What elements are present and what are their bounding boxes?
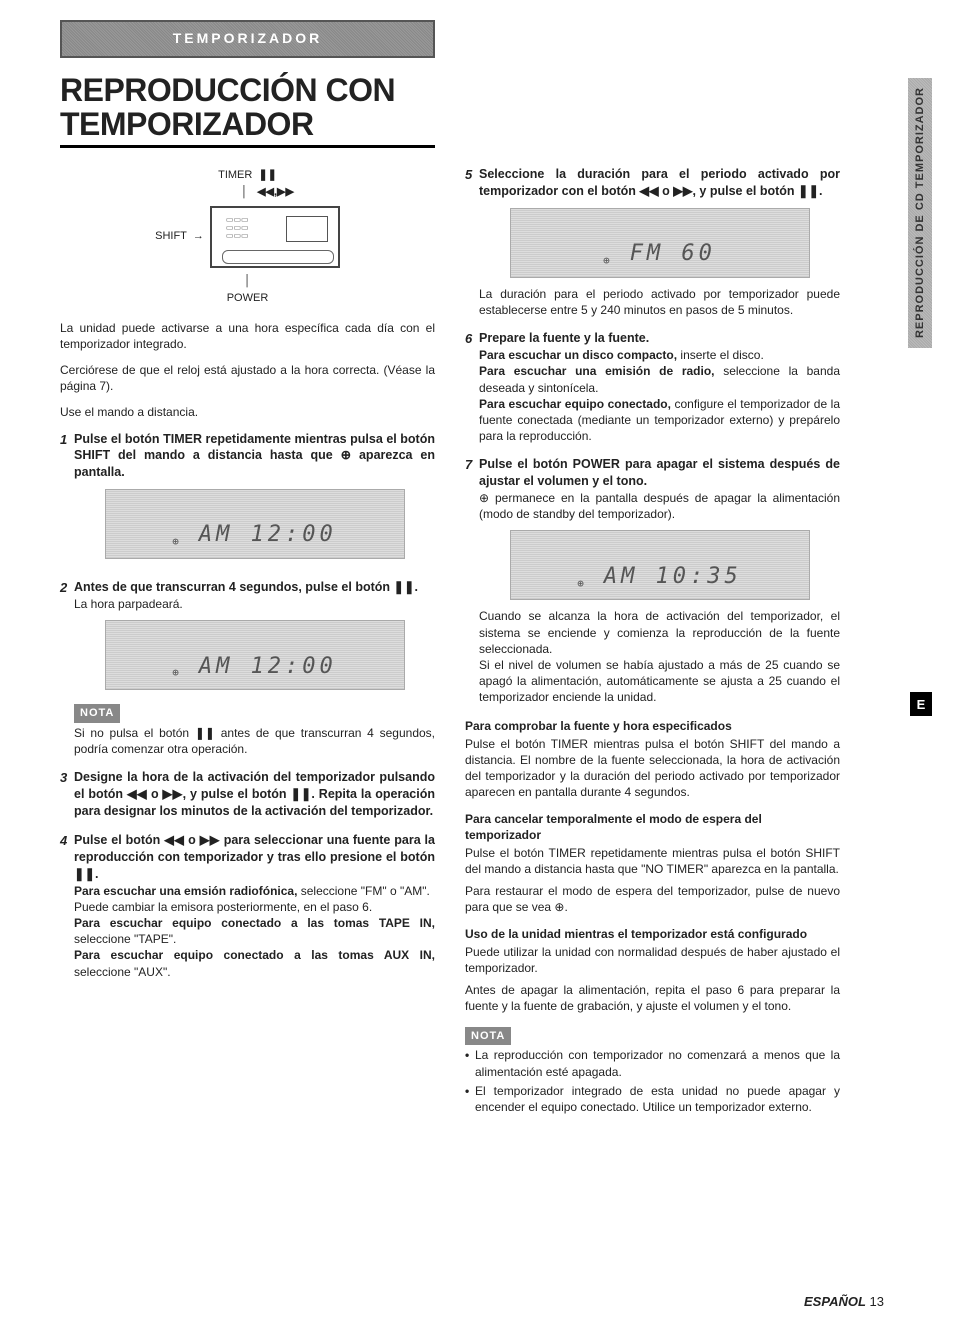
lcd-display: ⊕ AM 12:00	[105, 489, 405, 559]
display-value: FM 60	[630, 239, 716, 269]
clock-icon: ⊕	[172, 666, 179, 681]
step-num: 5	[465, 166, 479, 318]
nota-list: La reproducción con temporizador no come…	[465, 1047, 840, 1115]
subsection-text: Pulse el botón TIMER mientras pulsa el b…	[465, 736, 840, 801]
intro-p2: Cerciórese de que el reloj está ajustado…	[60, 362, 435, 394]
step-heading: Seleccione la duración para el periodo a…	[479, 166, 840, 200]
step-text: ⊕ permanece en la pantalla después de ap…	[479, 490, 840, 522]
step-line: Para escuchar un disco compacto, inserte…	[479, 347, 840, 363]
step-num: 7	[465, 456, 479, 705]
footer-page-number: 13	[870, 1294, 884, 1309]
step-line: Para escuchar una emisión de radio, sele…	[479, 363, 840, 395]
step-1: 1 Pulse el botón TIMER repetidamente mie…	[60, 431, 435, 568]
step-text: Si el nivel de volumen se había ajustado…	[479, 657, 840, 706]
step-line: Para escuchar equipo conectado, configur…	[479, 396, 840, 445]
section-header-band: TEMPORIZADOR	[60, 20, 435, 58]
label-timer: TIMER	[218, 169, 252, 181]
label-power: POWER	[60, 291, 435, 306]
intro-p3: Use el mando a distancia.	[60, 404, 435, 420]
clock-icon: ⊕	[577, 577, 584, 592]
title-line2: TEMPORIZADOR	[60, 106, 314, 142]
page-footer: ESPAÑOL 13	[804, 1294, 884, 1309]
step-num: 2	[60, 579, 74, 757]
nota-badge: NOTA	[465, 1027, 511, 1046]
device-illustration: ▭▭▭▭▭▭▭▭▭	[210, 206, 340, 268]
subsection-heading: Uso de la unidad mientras el temporizado…	[465, 926, 840, 942]
step-text: La hora parpadeará.	[74, 596, 435, 612]
footer-language: ESPAÑOL	[804, 1294, 866, 1309]
step-heading: Antes de que transcurran 4 segundos, pul…	[74, 579, 435, 596]
nota-badge: NOTA	[74, 704, 120, 723]
clock-icon: ⊕	[172, 535, 179, 550]
intro-p1: La unidad puede activarse a una hora esp…	[60, 320, 435, 352]
step-heading: Pulse el botón POWER para apagar el sist…	[479, 456, 840, 490]
lcd-display: ⊕ FM 60	[510, 208, 810, 278]
nota-item: La reproducción con temporizador no come…	[465, 1047, 840, 1079]
label-seek-icon: ◀◀,▶▶	[257, 186, 294, 198]
step-text: La duración para el periodo activado por…	[479, 286, 840, 318]
nota-text: Si no pulsa el botón ❚❚ antes de que tra…	[74, 725, 435, 757]
lcd-display: ⊕ AM 10:35	[510, 530, 810, 600]
step-num: 1	[60, 431, 74, 568]
subsection-text: Pulse el botón TIMER repetidamente mient…	[465, 845, 840, 877]
subsection-text: Para restaurar el modo de espera del tem…	[465, 883, 840, 915]
step-line: Para escuchar equipo conectado a las tom…	[74, 947, 435, 979]
step-heading: Prepare la fuente y la fuente.	[479, 330, 840, 347]
label-pause-icon: ❚❚	[258, 169, 276, 181]
right-column: 5 Seleccione la duración para el periodo…	[465, 166, 840, 1118]
step-line: Para escuchar una emsión radiofónica, se…	[74, 883, 435, 899]
language-tab: E	[910, 692, 932, 716]
step-num: 6	[465, 330, 479, 444]
side-tab: REPRODUCCIÓN DE CD TEMPORIZADOR	[908, 78, 932, 348]
subsection-text: Puede utilizar la unidad con normalidad …	[465, 944, 840, 976]
step-num: 4	[60, 832, 74, 980]
step-line: Para escuchar equipo conectado a las tom…	[74, 915, 435, 947]
subsection-heading: Para comprobar la fuente y hora especifi…	[465, 718, 840, 734]
display-value: AM 12:00	[199, 520, 337, 550]
subsection-text: Antes de apagar la alimentación, repita …	[465, 982, 840, 1014]
step-7: 7 Pulse el botón POWER para apagar el si…	[465, 456, 840, 705]
label-shift: SHIFT	[155, 229, 187, 244]
page-title: REPRODUCCIÓN CON TEMPORIZADOR	[60, 74, 894, 141]
device-diagram: TIMER ❚❚ │ ◀◀,▶▶ SHIFT → ▭▭▭▭▭▭▭▭▭ │ POW…	[60, 168, 435, 305]
side-tab-text: REPRODUCCIÓN DE CD TEMPORIZADOR	[914, 87, 926, 338]
step-line: Puede cambiar la emisora posteriormente,…	[74, 899, 435, 915]
step-3: 3 Designe la hora de la activación del t…	[60, 769, 435, 820]
display-value: AM 12:00	[199, 652, 337, 682]
lcd-display: ⊕ AM 12:00	[105, 620, 405, 690]
step-heading: Designe la hora de la activación del tem…	[74, 769, 435, 820]
title-underline	[60, 145, 435, 148]
step-6: 6 Prepare la fuente y la fuente. Para es…	[465, 330, 840, 444]
step-5: 5 Seleccione la duración para el periodo…	[465, 166, 840, 318]
section-header-text: TEMPORIZADOR	[173, 30, 323, 46]
step-heading: Pulse el botón ◀◀ o ▶▶ para seleccionar …	[74, 832, 435, 883]
step-4: 4 Pulse el botón ◀◀ o ▶▶ para selecciona…	[60, 832, 435, 980]
nota-item: El temporizador integrado de esta unidad…	[465, 1083, 840, 1115]
left-column: TIMER ❚❚ │ ◀◀,▶▶ SHIFT → ▭▭▭▭▭▭▭▭▭ │ POW…	[60, 166, 435, 1118]
step-2: 2 Antes de que transcurran 4 segundos, p…	[60, 579, 435, 757]
title-line1: REPRODUCCIÓN CON	[60, 72, 395, 108]
subsection-heading: Para cancelar temporalmente el modo de e…	[465, 811, 840, 843]
display-value: AM 10:35	[604, 562, 742, 592]
step-text: Cuando se alcanza la hora de activación …	[479, 608, 840, 657]
step-heading: Pulse el botón TIMER repetidamente mient…	[74, 431, 435, 482]
step-num: 3	[60, 769, 74, 820]
clock-icon: ⊕	[603, 254, 610, 269]
